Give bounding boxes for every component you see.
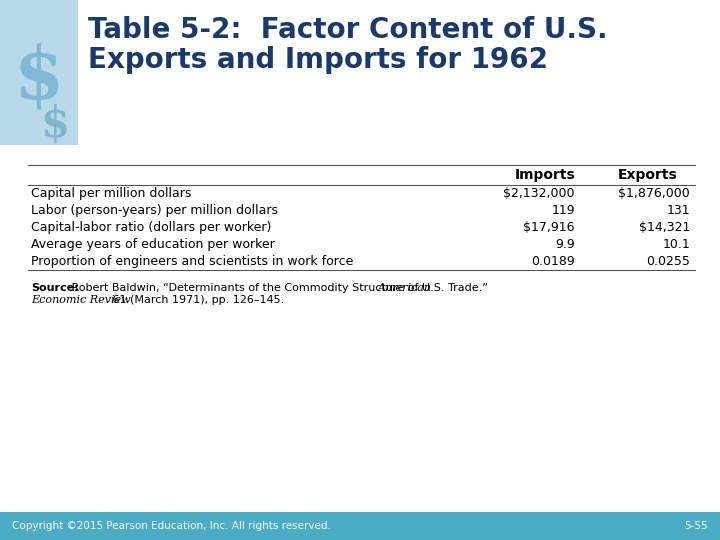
Text: 61 (March 1971), pp. 126–145.: 61 (March 1971), pp. 126–145. — [109, 295, 284, 305]
Text: $17,916: $17,916 — [523, 221, 575, 234]
Text: $: $ — [14, 43, 64, 113]
Text: Exports: Exports — [618, 168, 678, 182]
Text: $2,132,000: $2,132,000 — [503, 187, 575, 200]
Text: 119: 119 — [552, 204, 575, 217]
Text: Copyright ©2015 Pearson Education, Inc. All rights reserved.: Copyright ©2015 Pearson Education, Inc. … — [12, 521, 331, 531]
Text: Labor (person-years) per million dollars: Labor (person-years) per million dollars — [31, 204, 278, 217]
Text: 5-55: 5-55 — [685, 521, 708, 531]
Text: 9.9: 9.9 — [555, 238, 575, 251]
Bar — [0, 512, 720, 540]
Text: $: $ — [40, 104, 70, 146]
Text: Capital-labor ratio (dollars per worker): Capital-labor ratio (dollars per worker) — [31, 221, 271, 234]
Text: Exports and Imports for 1962: Exports and Imports for 1962 — [88, 46, 548, 74]
Text: 0.0255: 0.0255 — [646, 255, 690, 268]
Text: Source:: Source: — [31, 283, 78, 293]
Text: Table 5-2:  Factor Content of U.S.: Table 5-2: Factor Content of U.S. — [88, 16, 608, 44]
Text: 0.0189: 0.0189 — [531, 255, 575, 268]
Text: Average years of education per worker: Average years of education per worker — [31, 238, 275, 251]
Text: 10.1: 10.1 — [662, 238, 690, 251]
Text: American: American — [378, 283, 432, 293]
Text: Economic Review: Economic Review — [31, 295, 130, 305]
Text: Capital per million dollars: Capital per million dollars — [31, 187, 192, 200]
Text: Robert Baldwin, “Determinants of the Commodity Structure of U.S. Trade.”: Robert Baldwin, “Determinants of the Com… — [68, 283, 492, 293]
Text: Imports: Imports — [515, 168, 575, 182]
Text: $14,321: $14,321 — [639, 221, 690, 234]
Text: 131: 131 — [667, 204, 690, 217]
Text: $1,876,000: $1,876,000 — [618, 187, 690, 200]
Text: Proportion of engineers and scientists in work force: Proportion of engineers and scientists i… — [31, 255, 354, 268]
Bar — [0, 0, 78, 145]
